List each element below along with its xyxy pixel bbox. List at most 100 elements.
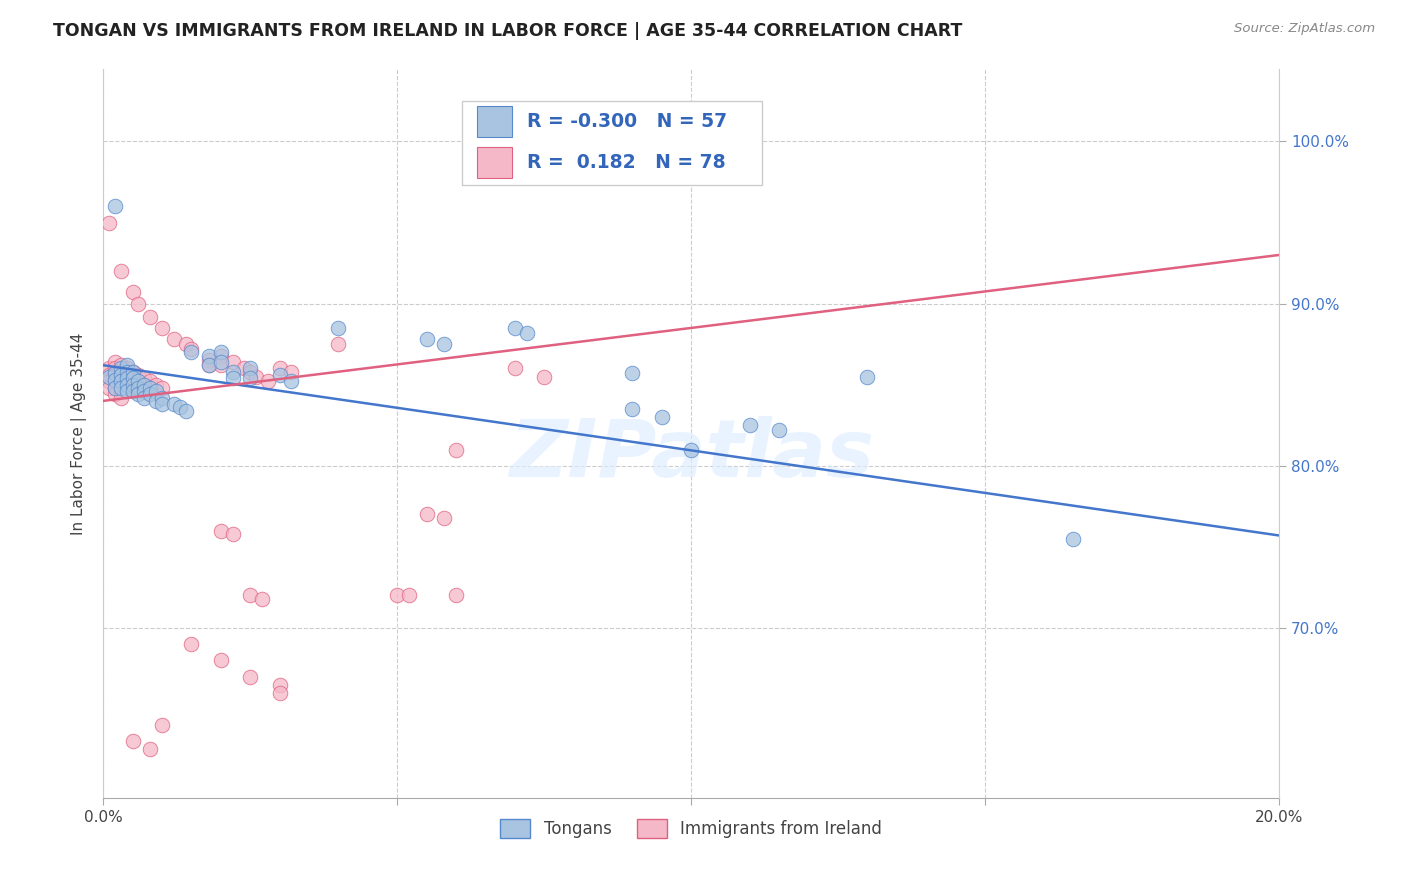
Point	[398, 589, 420, 603]
Point	[110, 384, 132, 399]
Point	[503, 321, 526, 335]
Point	[444, 589, 467, 603]
Point	[110, 365, 132, 379]
Point	[121, 377, 143, 392]
Point	[104, 367, 127, 381]
Point	[280, 365, 302, 379]
Point	[385, 589, 408, 603]
Point	[134, 371, 156, 385]
Text: ZIPatlas: ZIPatlas	[509, 417, 873, 494]
Point	[115, 368, 138, 382]
Point	[1062, 532, 1084, 546]
Point	[104, 199, 127, 213]
Point	[139, 375, 162, 389]
Point	[139, 742, 162, 756]
Point	[150, 381, 173, 395]
Point	[98, 369, 121, 384]
Point	[415, 332, 437, 346]
Point	[115, 375, 138, 389]
Point	[134, 377, 156, 392]
Point	[415, 508, 437, 522]
Point	[98, 368, 121, 382]
Point	[738, 418, 761, 433]
Point	[221, 365, 243, 379]
Point	[209, 653, 232, 667]
Point	[110, 375, 132, 389]
Point	[856, 369, 879, 384]
Point	[209, 345, 232, 359]
Point	[280, 375, 302, 389]
Point	[198, 349, 221, 363]
FancyBboxPatch shape	[477, 147, 512, 178]
Point	[269, 368, 291, 382]
Point	[134, 384, 156, 399]
Point	[328, 321, 350, 335]
Point	[127, 296, 149, 310]
Text: Source: ZipAtlas.com: Source: ZipAtlas.com	[1234, 22, 1375, 36]
Point	[515, 326, 537, 340]
Point	[115, 384, 138, 399]
Point	[121, 371, 143, 385]
Point	[127, 375, 149, 389]
Point	[104, 361, 127, 376]
Point	[104, 373, 127, 387]
Point	[104, 375, 127, 389]
Point	[110, 391, 132, 405]
Point	[115, 377, 138, 392]
Point	[115, 381, 138, 395]
Point	[110, 371, 132, 385]
Point	[121, 365, 143, 379]
Point	[150, 397, 173, 411]
Point	[127, 387, 149, 401]
Point	[651, 410, 673, 425]
Point	[145, 377, 167, 392]
Point	[433, 337, 456, 351]
Point	[239, 371, 262, 385]
Point	[768, 423, 790, 437]
Point	[145, 393, 167, 408]
Point	[110, 381, 132, 395]
Point	[163, 332, 186, 346]
Point	[139, 381, 162, 395]
Point	[115, 358, 138, 372]
Point	[209, 524, 232, 538]
Point	[328, 337, 350, 351]
Point	[269, 686, 291, 700]
Point	[139, 387, 162, 401]
FancyBboxPatch shape	[477, 106, 512, 137]
Point	[239, 589, 262, 603]
Point	[110, 358, 132, 372]
Point	[121, 365, 143, 379]
Text: TONGAN VS IMMIGRANTS FROM IRELAND IN LABOR FORCE | AGE 35-44 CORRELATION CHART: TONGAN VS IMMIGRANTS FROM IRELAND IN LAB…	[53, 22, 963, 40]
Point	[180, 342, 202, 356]
Point	[256, 375, 278, 389]
Point	[121, 384, 143, 399]
Point	[174, 403, 197, 417]
Point	[121, 371, 143, 385]
Point	[104, 368, 127, 382]
Point	[269, 361, 291, 376]
Point	[209, 358, 232, 372]
Y-axis label: In Labor Force | Age 35-44: In Labor Force | Age 35-44	[72, 332, 87, 534]
Point	[115, 365, 138, 379]
Point	[98, 381, 121, 395]
Point	[444, 442, 467, 457]
Point	[145, 384, 167, 399]
Point	[198, 358, 221, 372]
Point	[134, 391, 156, 405]
Point	[239, 361, 262, 376]
Point	[115, 361, 138, 376]
Point	[681, 442, 703, 457]
Point	[134, 377, 156, 392]
Point	[127, 368, 149, 382]
Point	[139, 381, 162, 395]
Point	[163, 397, 186, 411]
Point	[110, 264, 132, 278]
Point	[121, 377, 143, 392]
Point	[98, 215, 121, 229]
Point	[98, 375, 121, 389]
Point	[239, 669, 262, 683]
Point	[104, 387, 127, 401]
Point	[239, 365, 262, 379]
Point	[127, 375, 149, 389]
